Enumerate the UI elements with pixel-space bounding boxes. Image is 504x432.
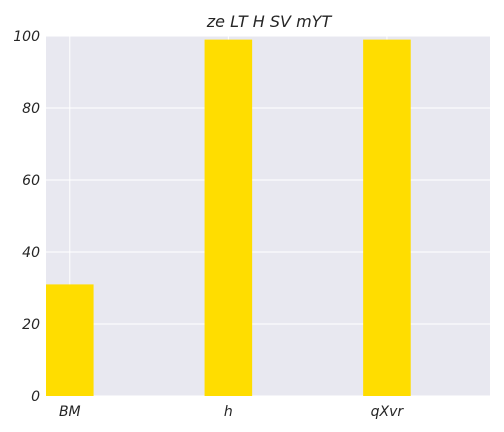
y-gridlines <box>46 35 490 397</box>
x-axis-tick-labels: BM h qXvr <box>59 404 404 420</box>
y-tick-label: 0 <box>31 389 40 405</box>
x-tick-label: qXvr <box>371 404 405 420</box>
plot-area <box>46 36 490 396</box>
bar-BM <box>46 284 94 396</box>
x-tick-label: BM <box>59 404 81 420</box>
y-tick-label: 60 <box>22 173 40 189</box>
y-tick-label: 20 <box>22 317 40 333</box>
y-tick-label: 40 <box>22 245 40 261</box>
bar-h <box>204 39 253 396</box>
x-tick-label: h <box>224 404 233 420</box>
y-tick-label: 80 <box>22 101 40 117</box>
y-axis-tick-labels: 0 20 40 60 80 100 <box>13 29 40 405</box>
y-tick-label: 100 <box>13 29 40 45</box>
bars <box>46 39 411 396</box>
bar-qXvr <box>363 39 411 396</box>
chart-title: ze LT H SV mYT <box>206 12 333 31</box>
